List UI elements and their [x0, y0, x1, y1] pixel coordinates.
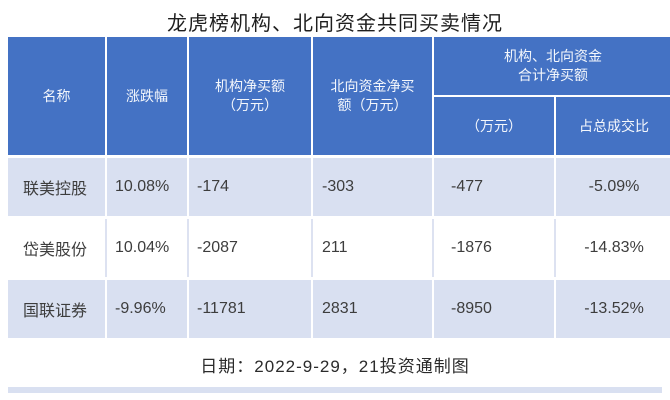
table-row: 岱美股份 10.04% -2087 211 -1876 -14.83%	[8, 219, 670, 277]
institution-net-buy: -174	[189, 158, 311, 216]
stock-name: 国联证券	[8, 280, 105, 338]
change-percent: -9.96%	[107, 280, 187, 338]
header-name: 名称	[8, 37, 105, 155]
combined-ratio: -13.52%	[556, 280, 670, 338]
institution-net-buy: -11781	[189, 280, 311, 338]
combined-ratio: -5.09%	[556, 158, 670, 216]
header-northbound-net-buy: 北向资金净买 额（万元）	[313, 37, 432, 155]
header-change: 涨跌幅	[107, 37, 187, 155]
combined-net-buy: -8950	[434, 280, 554, 338]
institution-net-buy: -2087	[189, 219, 311, 277]
header-combined-net-buy-group: 机构、北向资金 合计净买额	[434, 37, 670, 95]
combined-ratio: -14.83%	[556, 219, 670, 277]
change-percent: 10.04%	[107, 219, 187, 277]
combined-net-buy: -1876	[434, 219, 554, 277]
change-percent: 10.08%	[107, 158, 187, 216]
header-combined-ratio: 占总成交比	[556, 97, 670, 155]
header-institution-net-buy: 机构净买额 （万元）	[189, 37, 311, 155]
stocks-table: 名称 涨跌幅 机构净买额 （万元） 北向资金净买 额（万元） 机构、北向资金 合…	[8, 37, 670, 393]
table-row: 国联证券 -9.96% -11781 2831 -8950 -13.52%	[8, 280, 670, 338]
northbound-net-buy: -303	[313, 158, 432, 216]
northbound-net-buy: 2831	[313, 280, 432, 338]
date-source-note: 日期：2022-9-29，21投资通制图	[8, 341, 662, 393]
table-header: 名称 涨跌幅 机构净买额 （万元） 北向资金净买 额（万元） 机构、北向资金 合…	[8, 37, 670, 155]
page-title: 龙虎榜机构、北向资金共同买卖情况	[167, 13, 503, 35]
stock-name: 岱美股份	[8, 219, 105, 277]
northbound-net-buy: 211	[313, 219, 432, 277]
stock-name: 联美控股	[8, 158, 105, 216]
table-row: 联美控股 10.08% -174 -303 -477 -5.09%	[8, 158, 670, 216]
header-combined-amount: （万元）	[434, 97, 554, 155]
combined-net-buy: -477	[434, 158, 554, 216]
